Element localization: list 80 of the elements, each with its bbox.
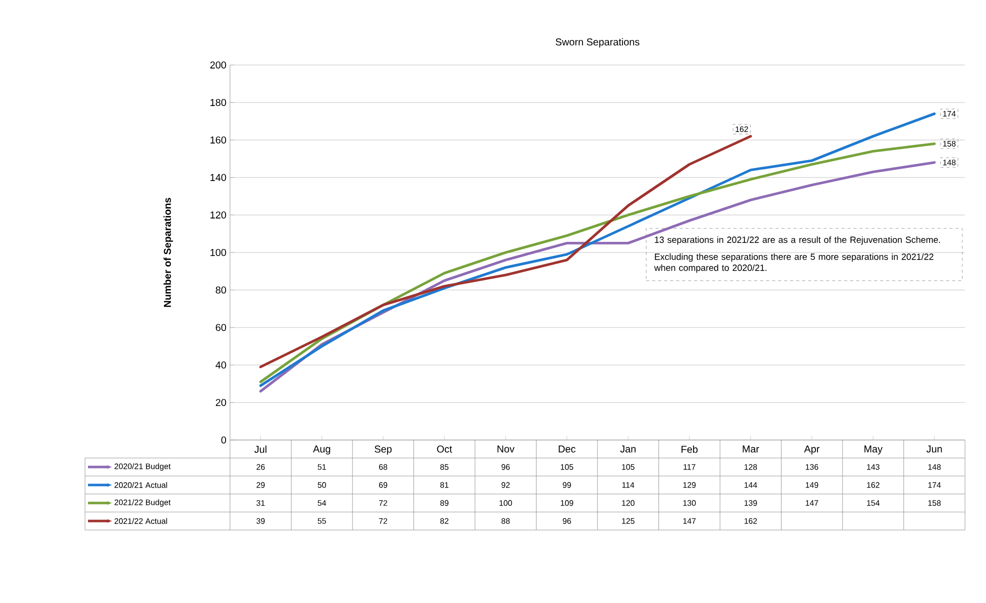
data-label: 147 [683,518,696,524]
data-label: 69 [379,482,388,488]
data-label: 174 [928,482,941,488]
data-label: 148 [928,464,941,470]
data-label: 81 [440,482,448,488]
data-label: 31 [256,500,265,506]
data-label: 105 [560,464,574,470]
legend-label: 2020/21 Actual [114,482,168,488]
data-label: 139 [744,500,757,506]
x-tick-label: Aug [312,446,330,454]
data-label: 105 [622,464,634,470]
y-tick-label: 120 [210,211,226,219]
data-label: 96 [562,518,571,524]
data-label: 128 [744,464,757,470]
data-label: 136 [806,464,818,470]
data-label: 68 [379,464,388,470]
x-tick-label: Mar [742,446,760,453]
annotation: 162 [736,126,748,132]
data-label: 92 [502,482,510,488]
y-tick-label: 40 [216,361,226,369]
data-label: 125 [622,518,634,524]
x-tick-label: Sep [374,446,392,455]
data-label: 154 [867,500,880,506]
data-label: 114 [622,482,634,488]
data-label: 162 [867,482,880,488]
data-label: 39 [256,518,265,524]
data-label: 55 [318,518,326,524]
data-label: 158 [928,500,941,506]
data-label: 88 [502,518,510,524]
chart-title: Sworn Separations [556,38,640,48]
data-label: 147 [806,500,818,506]
data-label: 89 [440,500,448,506]
data-label: 96 [502,464,510,470]
x-tick-label: May [864,446,883,454]
x-tick-label: Jan [620,446,636,453]
y-tick-label: 60 [216,324,226,332]
data-label: 100 [500,500,512,506]
data-label: 117 [684,464,696,470]
annotation: 148 [943,160,956,166]
data-label: 51 [318,464,326,470]
x-tick-label: Dec [558,446,576,453]
data-label: 143 [867,464,880,470]
data-label: 26 [256,464,265,470]
data-label: 149 [806,482,818,488]
legend-label: 2021/22 Actual [114,518,168,524]
data-label: 72 [379,518,388,524]
data-label: 50 [318,482,326,488]
x-tick-label: Nov [498,446,514,453]
y-tick-label: 180 [210,98,226,106]
annotation: 174 [943,110,956,116]
y-tick-label: 160 [210,136,226,144]
data-label: 82 [440,518,448,524]
data-label: 129 [683,482,696,488]
legend-label: 2020/21 Budget [114,463,171,471]
data-label: 99 [562,482,571,488]
y-tick-label: 20 [216,398,226,406]
x-tick-label: Oct [437,446,452,453]
data-label: 72 [379,500,388,506]
legend-label: 2021/22 Budget [114,499,171,507]
y-tick-label: 0 [221,436,226,444]
y-tick-label: 140 [210,174,226,182]
data-label: 29 [256,482,265,488]
data-label: 109 [560,500,574,506]
annotation: 13 separations in 2021/22 are as a result of the Rejuvenation Scheme. [654,236,940,245]
data-label: 85 [440,464,448,470]
y-tick-label: 100 [210,248,226,256]
data-label: 144 [744,482,758,488]
data-label: 120 [622,500,634,506]
x-tick-label: Feb [682,446,698,453]
x-tick-label: Jun [926,446,942,453]
data-label: 162 [744,518,757,524]
y-tick-label: 80 [216,286,226,294]
annotation: Excluding these separations there are 5 more separations in 2021/22 when compared to 2020/21. [654,253,934,273]
data-label: 54 [318,500,326,506]
x-tick-label: Jul [254,446,266,453]
annotation: 158 [943,140,956,147]
data-label: 130 [683,500,696,506]
y-tick-label: 200 [210,61,226,69]
y-axis-title: Number of Separations [164,198,173,307]
x-tick-label: Apr [804,446,820,454]
